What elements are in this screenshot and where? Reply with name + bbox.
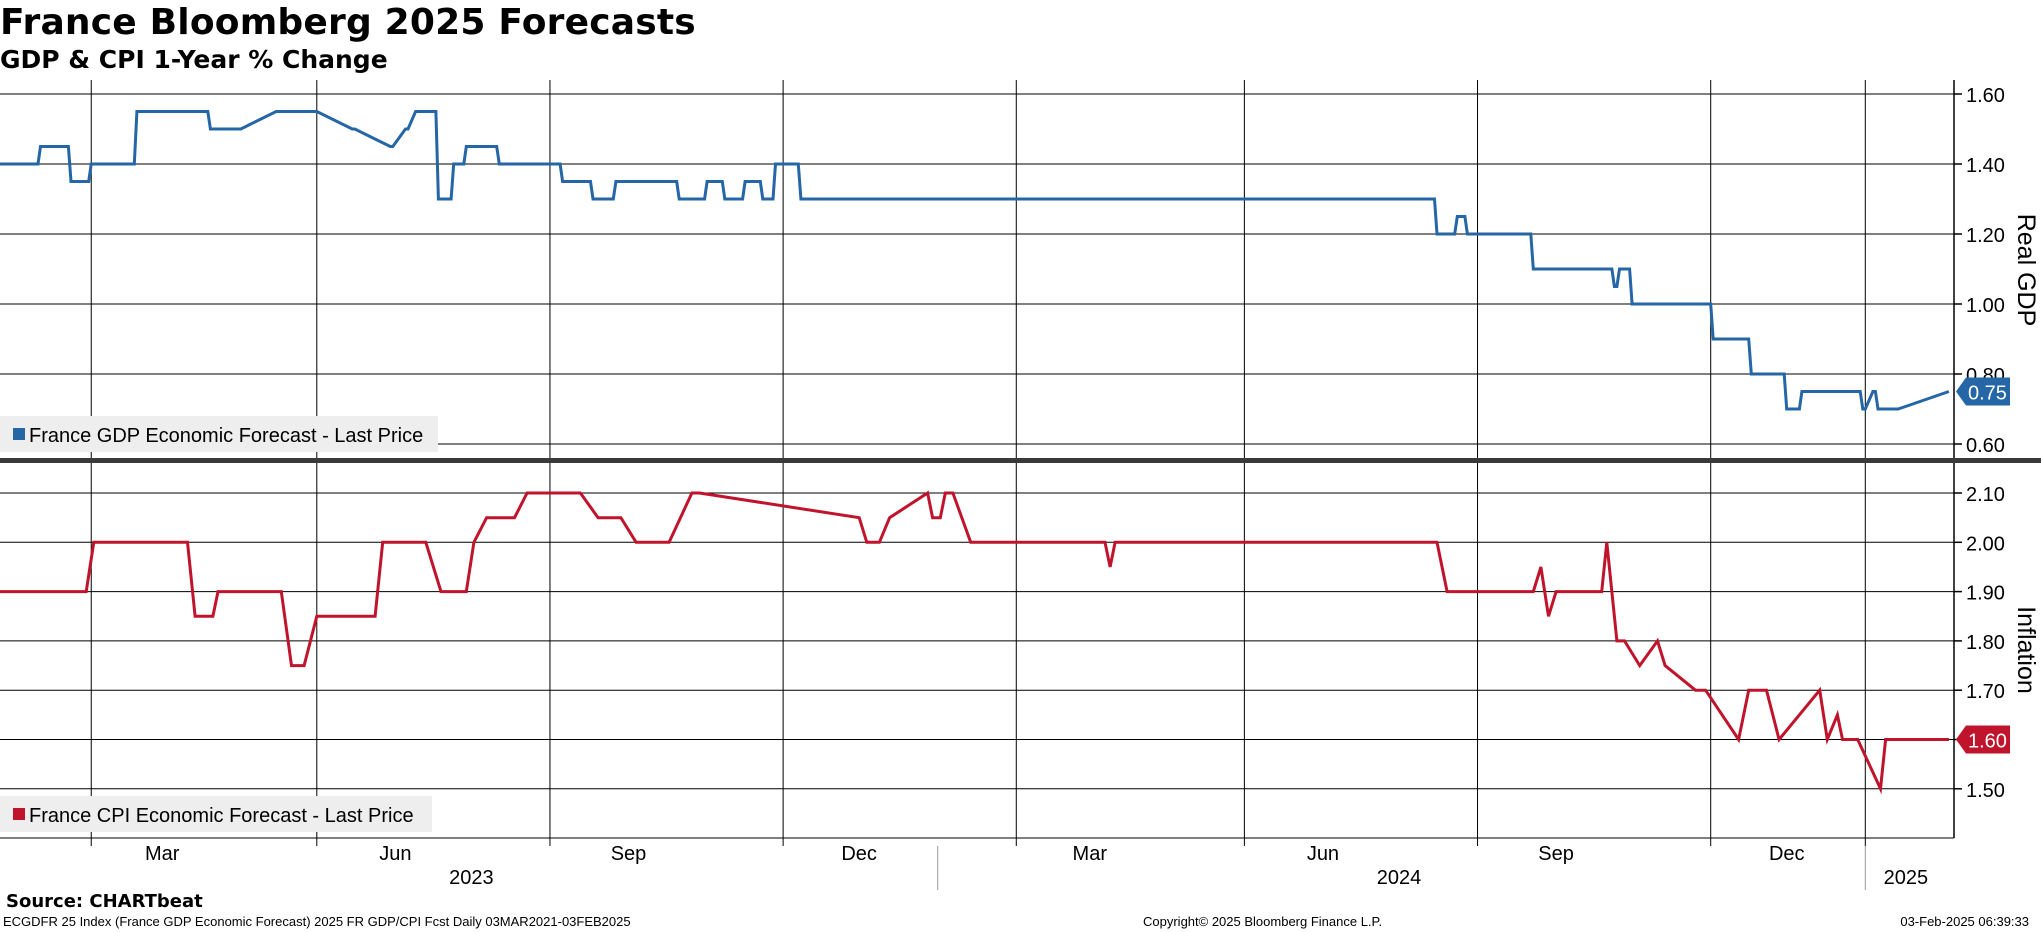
x-month-label-2: Sep bbox=[611, 843, 647, 865]
x-month-label-3: Dec bbox=[841, 843, 877, 865]
footer-description: ECGDFR 25 Index (France GDP Economic For… bbox=[3, 914, 631, 929]
legend-box bbox=[0, 416, 438, 452]
y-tick-label-cpi-4: 1.70 bbox=[1966, 681, 2005, 703]
last-value-label: 0.75 bbox=[1968, 383, 2007, 405]
chart-title: France Bloomberg 2025 Forecasts bbox=[0, 2, 696, 43]
last-value-tag bbox=[1956, 725, 2010, 754]
x-month-label-7: Dec bbox=[1769, 843, 1805, 865]
y-tick-label-gdp-1: 1.40 bbox=[1966, 155, 2005, 177]
x-year-label-2024: 2024 bbox=[1377, 867, 1422, 889]
x-month-label-4: Mar bbox=[1073, 843, 1108, 865]
x-month-label-0: Mar bbox=[145, 843, 180, 865]
legend-label: France CPI Economic Forecast - Last Pric… bbox=[29, 805, 414, 827]
series-line-cpi bbox=[0, 490, 1949, 795]
x-year-label-2023: 2023 bbox=[449, 867, 494, 889]
legend-swatch bbox=[13, 428, 25, 440]
y-tick-label-gdp-3: 1.00 bbox=[1966, 295, 2005, 317]
y-tick-label-gdp-0: 1.60 bbox=[1966, 85, 2005, 107]
y-tick-label-cpi-6: 1.50 bbox=[1966, 780, 2005, 802]
series-line-gdp bbox=[0, 110, 1950, 411]
x-year-label-2025: 2025 bbox=[1884, 867, 1929, 889]
legend-box bbox=[0, 796, 432, 832]
x-month-label-6: Sep bbox=[1538, 843, 1574, 865]
last-value-label: 1.60 bbox=[1968, 731, 2007, 753]
y-tick-label-cpi-2: 1.90 bbox=[1966, 583, 2005, 605]
footer-timestamp: 03-Feb-2025 06:39:33 bbox=[1900, 914, 2029, 929]
x-month-label-5: Jun bbox=[1307, 843, 1339, 865]
y-axis-title-gdp: Real GDP bbox=[2012, 214, 2040, 327]
y-tick-label-gdp-2: 1.20 bbox=[1966, 225, 2005, 247]
y-tick-label-cpi-1: 2.00 bbox=[1966, 533, 2005, 555]
legend-swatch bbox=[13, 808, 25, 820]
x-month-label-1: Jun bbox=[379, 843, 411, 865]
y-tick-label-cpi-0: 2.10 bbox=[1966, 484, 2005, 506]
source-note: Source: CHARTbeat bbox=[6, 891, 203, 912]
footer-copyright: Copyright© 2025 Bloomberg Finance L.P. bbox=[1143, 914, 1383, 929]
last-value-tag bbox=[1956, 377, 2010, 406]
chart-subtitle: GDP & CPI 1-Year % Change bbox=[0, 45, 388, 74]
y-tick-label-cpi-3: 1.80 bbox=[1966, 632, 2005, 654]
legend-label: France GDP Economic Forecast - Last Pric… bbox=[29, 425, 423, 447]
panel-divider bbox=[0, 458, 2041, 463]
y-axis-title-inflation: Inflation bbox=[2012, 606, 2040, 694]
y-tick-label-gdp-5: 0.60 bbox=[1966, 435, 2005, 457]
